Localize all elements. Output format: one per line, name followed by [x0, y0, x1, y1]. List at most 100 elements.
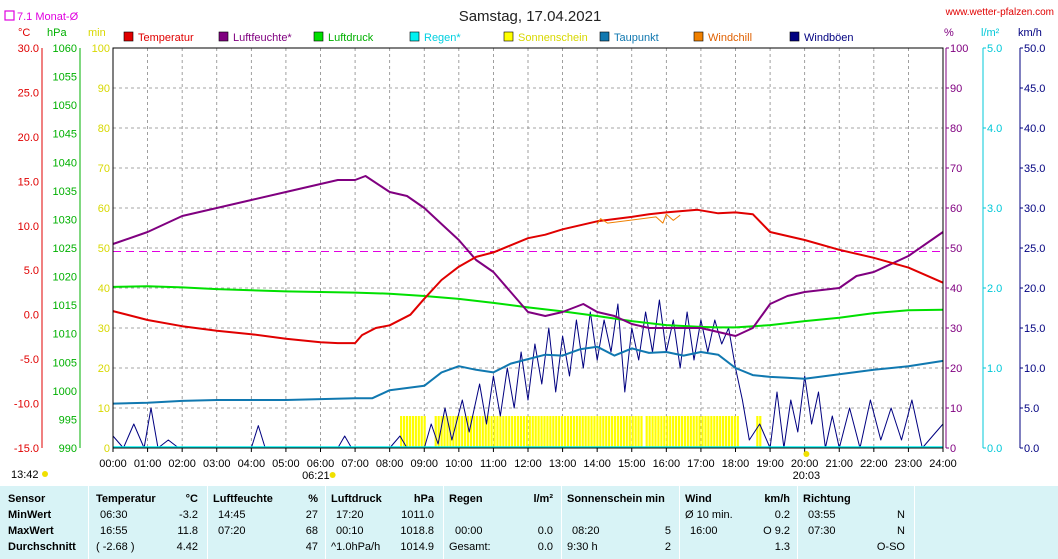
- cell-rain-time: Gesamt:: [449, 541, 491, 553]
- sunshine-bar: [437, 416, 440, 448]
- sunshine-bar: [683, 416, 686, 448]
- cell-temp-val: 11.8: [177, 525, 198, 537]
- x-tick-label: 11:00: [480, 458, 507, 470]
- temp-tick: -10.0: [14, 399, 39, 411]
- sunshine-bar: [611, 416, 614, 448]
- cell-sun-val: 2: [664, 541, 671, 553]
- sunshine-bar: [496, 416, 499, 448]
- humidity-tick: 70: [950, 163, 962, 175]
- sunshine-bar: [692, 416, 695, 448]
- cell-press-val: 1011.0: [401, 509, 434, 521]
- rain-tick: 3.0: [987, 203, 1002, 215]
- rain-tick: 2.0: [987, 283, 1002, 295]
- sunshine-bar: [400, 416, 403, 448]
- sunset-icon: [803, 451, 810, 457]
- wind-tick: 10.0: [1024, 363, 1045, 375]
- time-now-label: 13:42: [11, 469, 39, 481]
- sun-tick: 20: [98, 363, 110, 375]
- series-line-temp: [112, 345, 944, 405]
- sun-tick: 50: [98, 243, 110, 255]
- humidity-tick: 40: [950, 283, 962, 295]
- legend: Temperatur Luftfeuchte* Luftdruck Regen* Son…: [123, 31, 854, 44]
- legend-swatch: [693, 31, 704, 42]
- cell-hum-time: 07:20: [218, 525, 246, 537]
- pressure-tick: 1045: [53, 129, 77, 141]
- x-tick-label: 22:00: [860, 458, 888, 470]
- series-line-windchill: [596, 213, 681, 225]
- sunshine-bar: [552, 416, 555, 448]
- hdr-hum: Luftfeuchte: [213, 493, 273, 505]
- temp-tick: 20.0: [18, 132, 39, 144]
- pressure-tick: 1020: [53, 272, 77, 284]
- sunshine-bar: [640, 416, 643, 448]
- pressure-tick: 1005: [53, 357, 77, 369]
- cell-dir-time: 03:55: [808, 509, 836, 521]
- sunshine-bar: [549, 416, 552, 448]
- sunshine-bar: [672, 416, 675, 448]
- wind-tick: 50.0: [1024, 43, 1045, 55]
- cell-press-val: 1018.8: [400, 525, 434, 537]
- pressure-tick: 1050: [53, 100, 77, 112]
- site-link[interactable]: www.wetter-pfalzen.com: [945, 7, 1054, 18]
- series-line-temp: [112, 208, 944, 345]
- unit-rain: l/m²: [981, 27, 1000, 39]
- x-tick-label: 09:00: [410, 458, 438, 470]
- col-sep: [914, 486, 915, 559]
- sunshine-bar: [637, 416, 640, 448]
- rain-tick: 4.0: [987, 123, 1002, 135]
- x-tick-label: 23:00: [895, 458, 923, 470]
- sun-icon: [42, 471, 48, 477]
- unit-wind: km/h: [1018, 27, 1042, 39]
- sunshine-bar: [402, 416, 406, 448]
- wind-tick: 5.0: [1024, 403, 1039, 415]
- rain-tick: 5.0: [987, 43, 1002, 55]
- series-lines: [112, 175, 944, 449]
- sunshine-bar: [666, 416, 669, 448]
- unit-pct: %: [944, 27, 954, 39]
- x-tick-label: 03:00: [203, 458, 231, 470]
- temp-tick: 30.0: [18, 43, 39, 55]
- sunshine-bar: [730, 416, 734, 448]
- sunshine-bar: [534, 416, 537, 448]
- sun-tick: 60: [98, 203, 110, 215]
- sunshine-bar: [522, 416, 526, 448]
- x-tick-label: 08:00: [376, 458, 404, 470]
- unit-hpa: hPa: [47, 27, 67, 39]
- sunshine-bar: [420, 416, 423, 448]
- sunshine-bar: [587, 416, 590, 448]
- x-axis: 00:00 01:00 02:00 03:00 04:00 05:00 06:00 07:00…: [11, 448, 957, 482]
- cell-dir-val: N: [897, 509, 905, 521]
- axes: 30.0 25.0 20.0 15.0 10.0 5.0 0.0 -5.0 -10.0 -15.0…: [14, 43, 1046, 455]
- legend-label: Windchill: [708, 32, 752, 44]
- sunshine-bar: [452, 416, 455, 448]
- hdr-wind: Wind: [685, 493, 712, 505]
- wind-tick: 20.0: [1024, 283, 1045, 295]
- rain-tick: 1.0: [987, 363, 1002, 375]
- sunrise-label: 06:21: [302, 470, 330, 482]
- hdr-sun: Sonnenschein min: [567, 493, 665, 505]
- sunshine-bar: [563, 416, 567, 448]
- sun-tick: 40: [98, 283, 110, 295]
- row-label: MinWert: [8, 509, 52, 521]
- sunshine-bar: [660, 416, 663, 448]
- hdr-press-unit: hPa: [413, 493, 434, 505]
- col-sep: [679, 486, 680, 559]
- humidity-tick: 0: [950, 443, 956, 455]
- x-tick-label: 01:00: [134, 458, 162, 470]
- row-label: Durchschnitt: [8, 541, 76, 553]
- sunrise-icon: [329, 472, 336, 478]
- sunshine-bar: [434, 416, 437, 448]
- wind-tick: 30.0: [1024, 203, 1045, 215]
- sunshine-bar: [528, 416, 531, 448]
- sunshine-bar: [736, 416, 739, 448]
- humidity-tick: 20: [950, 363, 962, 375]
- pressure-tick: 1015: [53, 300, 77, 312]
- sunshine-bar: [756, 416, 759, 448]
- rain-tick: 0.0: [987, 443, 1002, 455]
- hdr-press: Luftdruck: [331, 493, 382, 505]
- cell-hum-val: 27: [305, 509, 318, 521]
- x-tick-label: 15:00: [618, 458, 646, 470]
- sunshine-bar: [686, 416, 689, 448]
- legend-label: Sonnenschein: [518, 32, 588, 44]
- cell-press-time: 00:10: [336, 525, 364, 537]
